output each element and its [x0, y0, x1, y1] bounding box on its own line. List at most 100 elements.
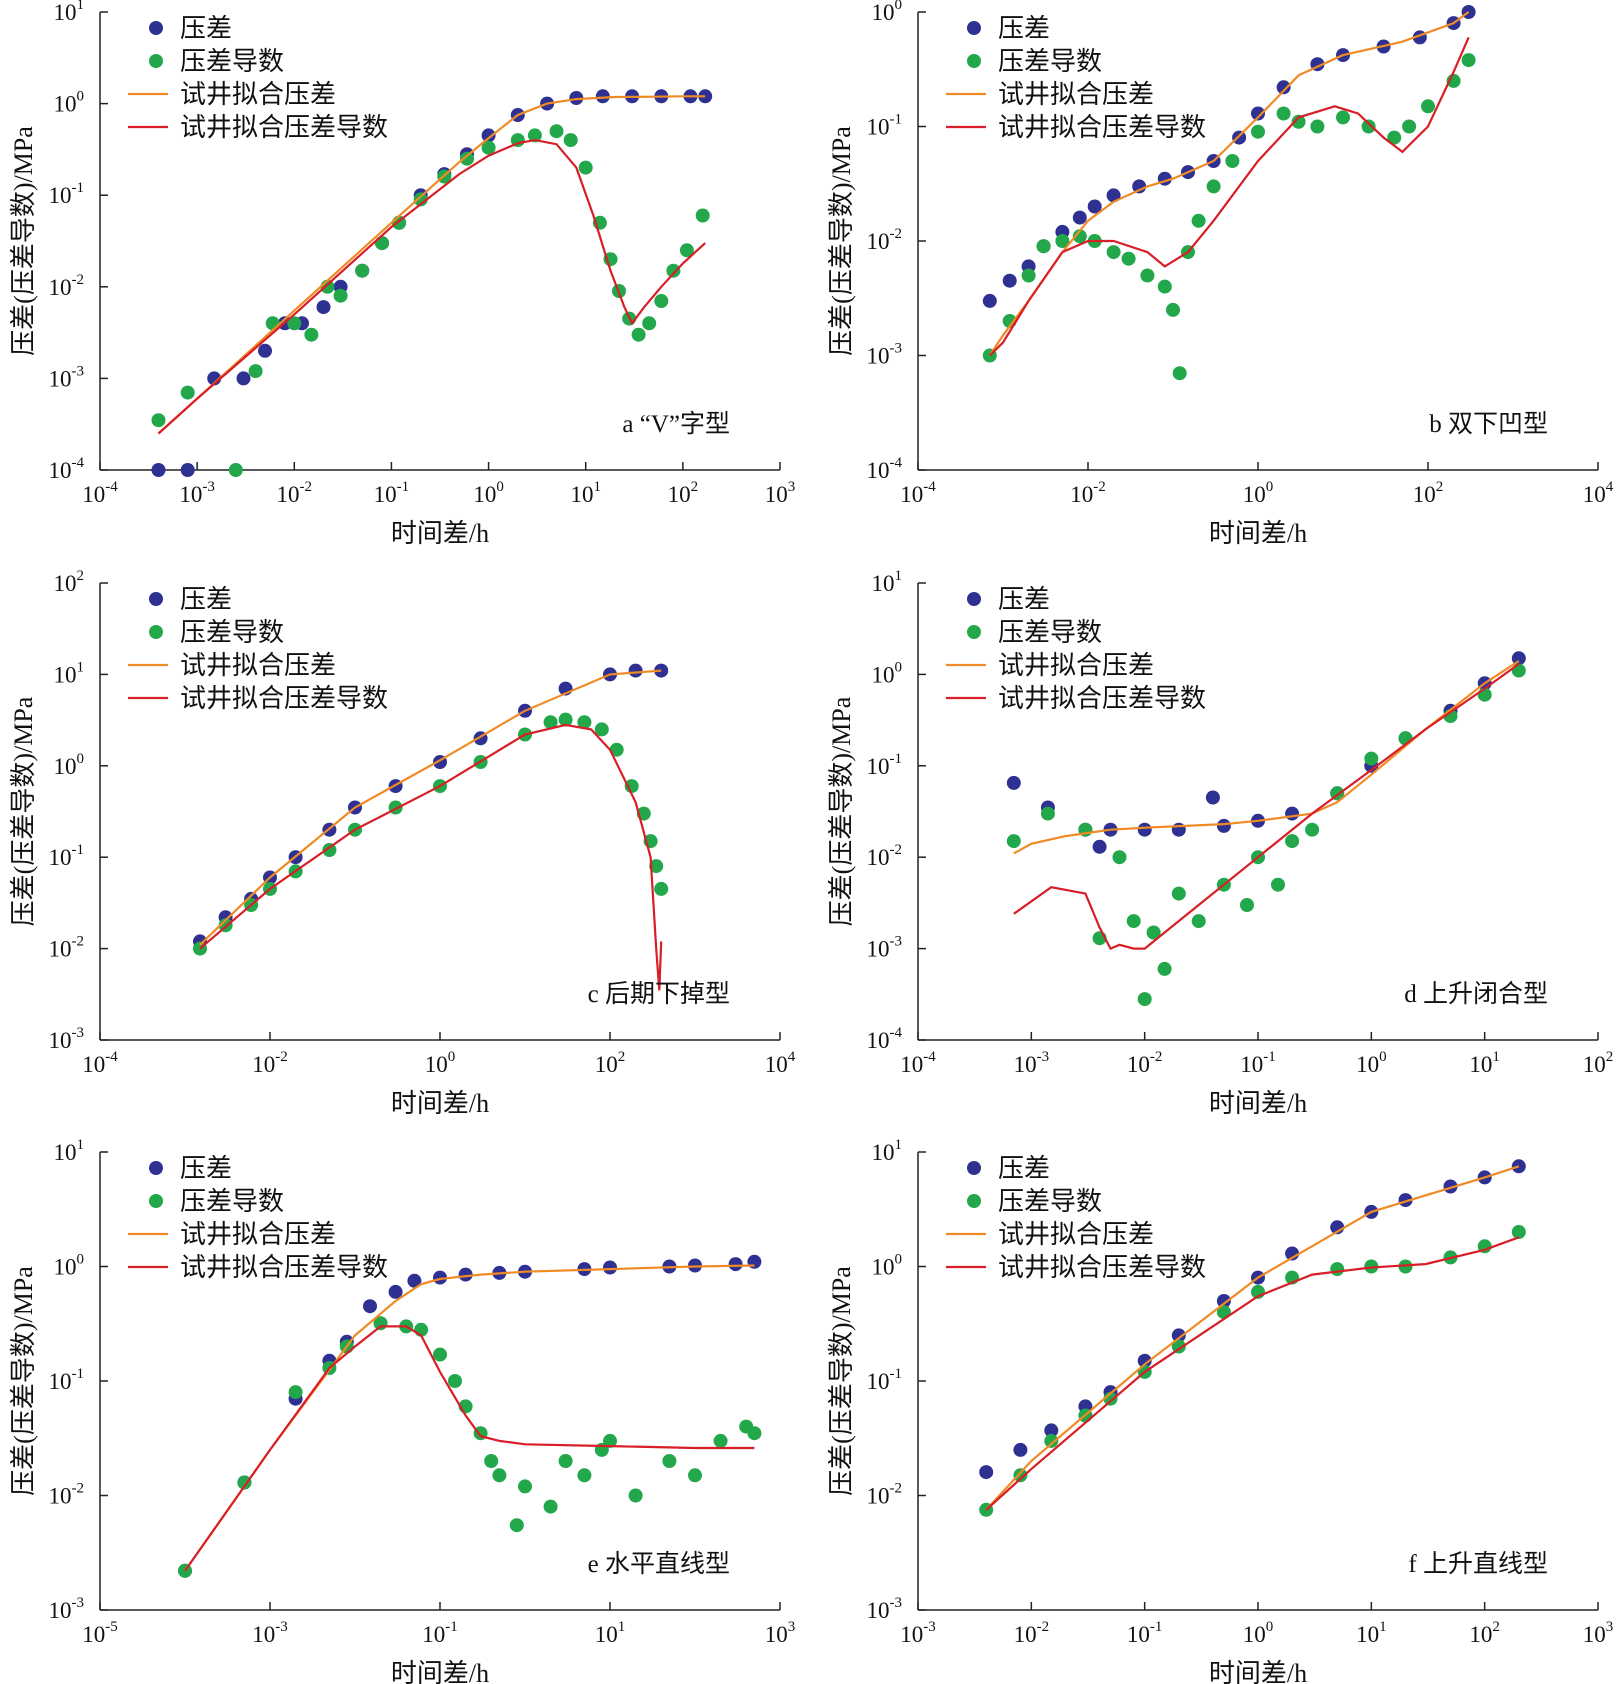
y-tick-label: 10-2 — [867, 842, 903, 870]
x-tick-label: 10-2 — [1014, 1619, 1050, 1647]
data-point — [237, 1475, 252, 1490]
legend-marker — [967, 21, 981, 35]
legend-marker — [149, 592, 163, 606]
data-point — [236, 371, 251, 386]
data-point — [1398, 1259, 1413, 1274]
fit-derivative-line — [1013, 663, 1520, 951]
data-point — [1072, 210, 1087, 225]
legend-entry: 压差 — [998, 14, 1050, 43]
legend-entry: 压差导数 — [180, 618, 284, 647]
data-point — [1171, 1328, 1186, 1343]
legend-marker — [967, 592, 981, 606]
x-tick-label: 101 — [1356, 1619, 1387, 1647]
x-tick-label: 10-4 — [900, 479, 936, 507]
legend-marker — [149, 1194, 163, 1208]
data-point — [1305, 822, 1320, 837]
data-point — [688, 1468, 702, 1483]
y-tick-label: 10-3 — [49, 1595, 85, 1623]
data-point — [1006, 775, 1021, 790]
derivative-points — [193, 712, 669, 956]
data-point — [1511, 651, 1526, 666]
fit-derivative-line — [989, 36, 1470, 357]
series-line — [1013, 663, 1520, 951]
x-tick-label: 10-3 — [900, 1619, 936, 1647]
data-point — [1036, 239, 1051, 254]
derivative-points — [1006, 663, 1526, 1007]
data-point — [649, 859, 664, 874]
fit-pressure-line — [184, 1264, 755, 1572]
legend-marker — [967, 1161, 981, 1175]
data-point — [1146, 925, 1161, 940]
series-line — [157, 138, 706, 435]
data-point — [355, 263, 370, 278]
y-tick-label: 10-1 — [867, 751, 903, 779]
legend-entry: 试井拟合压差导数 — [998, 684, 1206, 713]
data-point — [1310, 119, 1325, 134]
legend-entry: 试井拟合压差 — [180, 1220, 336, 1249]
legend-marker — [149, 1161, 163, 1175]
x-tick-label: 10-1 — [1127, 1619, 1163, 1647]
x-axis-label: 时间差/h — [391, 1659, 489, 1684]
y-tick-label: 101 — [54, 659, 85, 687]
data-point — [1171, 886, 1186, 901]
legend-entry: 压差导数 — [998, 1187, 1102, 1216]
legend-marker — [967, 625, 981, 639]
data-point — [375, 236, 389, 251]
data-point — [1364, 751, 1379, 766]
data-point — [1511, 1225, 1526, 1239]
data-point — [1225, 154, 1240, 168]
data-point — [527, 128, 542, 143]
data-point — [316, 300, 331, 315]
data-point — [1013, 1468, 1028, 1483]
data-point — [1040, 806, 1055, 821]
y-tick-label: 101 — [872, 568, 903, 596]
data-point — [747, 1254, 762, 1269]
panel-label: c 后期下掉型 — [588, 980, 730, 1008]
data-point — [1387, 130, 1402, 145]
data-point — [713, 1433, 728, 1448]
x-tick-label: 100 — [1243, 1619, 1274, 1647]
y-tick-label: 100 — [872, 1252, 903, 1280]
data-point — [1191, 914, 1206, 929]
data-point — [1402, 119, 1417, 134]
x-tick-label: 10-3 — [252, 1619, 288, 1647]
x-tick-label: 104 — [765, 1049, 796, 1077]
y-tick-label: 10-2 — [49, 934, 85, 962]
legend-entry: 压差 — [998, 1154, 1050, 1183]
x-tick-label: 10-1 — [374, 479, 410, 507]
x-tick-label: 100 — [1243, 479, 1274, 507]
data-point — [728, 1257, 743, 1272]
data-point — [624, 779, 639, 794]
legend-marker — [149, 54, 163, 68]
legend-entry: 压差导数 — [998, 47, 1102, 76]
data-point — [1013, 1442, 1028, 1457]
legend-entry: 试井拟合压差导数 — [998, 1253, 1206, 1282]
x-axis-label: 时间差/h — [1209, 1659, 1307, 1684]
data-point — [481, 128, 496, 143]
x-tick-label: 103 — [765, 1619, 796, 1647]
legend-entry: 试井拟合压差 — [998, 651, 1154, 680]
x-tick-label: 10-1 — [422, 1619, 458, 1647]
chart-panel-b: 10-4 10-2 100 102 104 10-4 10-3 10-2 10-1 100 时间差/… — [827, 0, 1614, 548]
x-tick-label: 102 — [1413, 479, 1444, 507]
panel-label: a “V”字型 — [622, 410, 730, 438]
data-point — [1157, 961, 1172, 976]
y-tick-label: 10-3 — [867, 1595, 903, 1623]
data-point — [151, 413, 166, 428]
x-tick-label: 104 — [1583, 479, 1614, 507]
data-point — [578, 160, 593, 175]
data-point — [1006, 834, 1021, 849]
data-point — [549, 124, 564, 139]
data-point — [628, 663, 643, 678]
data-point — [180, 385, 195, 400]
x-tick-label: 10-5 — [82, 1619, 118, 1647]
data-point — [248, 364, 263, 379]
data-point — [1171, 1339, 1186, 1354]
y-tick-label: 10-1 — [49, 1366, 85, 1394]
pressure-points — [178, 1254, 762, 1578]
